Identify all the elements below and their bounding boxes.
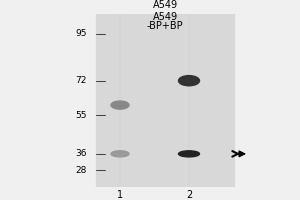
Text: 36: 36	[76, 149, 87, 158]
Text: A549: A549	[152, 0, 178, 10]
Text: -BP+BP: -BP+BP	[147, 21, 183, 31]
Text: 28: 28	[76, 166, 87, 175]
Text: A549: A549	[152, 12, 178, 22]
Ellipse shape	[111, 101, 129, 109]
Ellipse shape	[178, 76, 200, 86]
Ellipse shape	[178, 151, 200, 157]
Text: 2: 2	[186, 190, 192, 200]
Text: 1: 1	[117, 190, 123, 200]
Ellipse shape	[111, 151, 129, 157]
Text: 72: 72	[76, 76, 87, 85]
Text: 55: 55	[76, 111, 87, 120]
Text: 95: 95	[76, 29, 87, 38]
